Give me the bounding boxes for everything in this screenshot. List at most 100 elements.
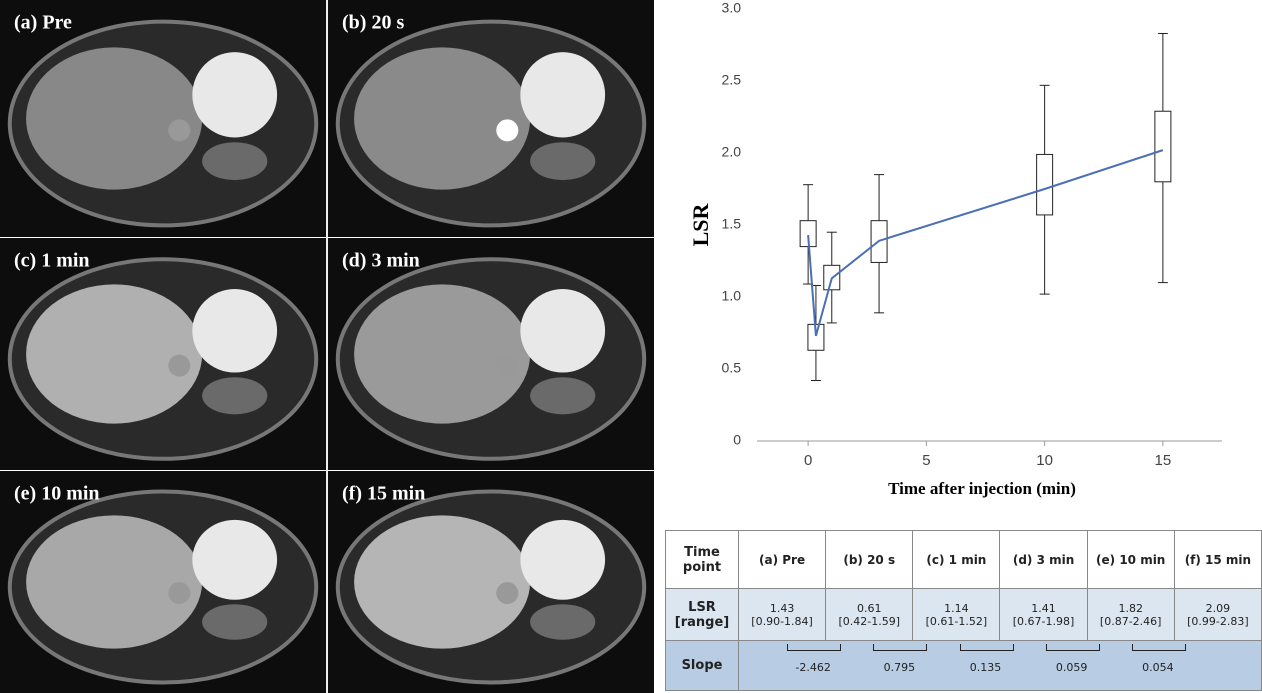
slope-cell: -2.462 0.795 0.135 0.059 0.054 <box>739 641 1262 691</box>
lsr-cell: 0.61[0.42-1.59] <box>826 589 913 641</box>
spleen <box>530 142 595 180</box>
aorta <box>168 119 190 141</box>
liver <box>26 284 202 423</box>
header-cell: (b) 20 s <box>826 531 913 589</box>
aorta <box>496 119 518 141</box>
slope-value: 0.054 <box>1128 661 1188 674</box>
liver <box>26 515 202 648</box>
header-text: (f) 15 min <box>1185 553 1251 567</box>
x-tick-label: 0 <box>804 452 812 469</box>
lsr-range: [0.87-2.46] <box>1090 615 1172 628</box>
header-text: (c) 1 min <box>926 553 986 567</box>
lsr-row: LSR [range]1.43[0.90-1.84]0.61[0.42-1.59… <box>666 589 1262 641</box>
y-tick-label: 0.5 <box>722 360 742 376</box>
lsr-value: 0.61 <box>828 602 910 615</box>
header-text: (b) 20 s <box>843 553 895 567</box>
slope-value: -2.462 <box>783 661 843 674</box>
lsr-range: [0.61-1.52] <box>915 615 997 628</box>
lsr-value: 1.41 <box>1002 602 1084 615</box>
header-text: Time point <box>672 545 732 575</box>
spleen <box>202 604 267 640</box>
y-tick-label: 0 <box>733 432 741 448</box>
brace <box>1132 644 1186 651</box>
lsr-range: [0.90-1.84] <box>741 615 823 628</box>
panel-label: (b) 20 s <box>342 12 404 34</box>
slope-value: 0.059 <box>1042 661 1102 674</box>
brace <box>787 644 841 651</box>
aorta <box>168 582 190 604</box>
mri-panel: (a) Pre <box>0 0 326 237</box>
x-tick-label: 5 <box>922 452 930 469</box>
lsr-value: 1.82 <box>1090 602 1172 615</box>
box <box>1037 154 1053 214</box>
results-table: Time point (a) Pre (b) 20 s (c) 1 min (d) 3 … <box>665 530 1262 691</box>
x-axis-label: Time after injection (min) <box>888 479 1076 498</box>
slope-row: Slope -2.462 0.795 0.135 0.059 0.054 <box>666 641 1262 691</box>
panel-label: (e) 10 min <box>14 483 100 505</box>
trend-line <box>808 150 1163 336</box>
y-tick-label: 1.0 <box>722 288 742 304</box>
lsr-range: [0.67-1.98] <box>1002 615 1084 628</box>
stomach <box>192 289 277 373</box>
lsr-value: 1.43 <box>741 602 823 615</box>
header-cell: (c) 1 min <box>913 531 1000 589</box>
brace <box>1046 644 1100 651</box>
header-cell: (e) 10 min <box>1087 531 1174 589</box>
stomach <box>192 52 277 137</box>
x-tick-label: 10 <box>1036 452 1053 469</box>
label-cell: LSR [range] <box>666 589 739 641</box>
aorta <box>496 355 518 377</box>
panel-label: (c) 1 min <box>14 250 90 272</box>
y-tick-label: 3.0 <box>722 0 742 16</box>
panel-label: (a) Pre <box>14 12 72 34</box>
y-tick-label: 2.5 <box>722 72 742 88</box>
brace <box>960 644 1014 651</box>
lsr-cell: 1.14[0.61-1.52] <box>913 589 1000 641</box>
stomach <box>192 520 277 600</box>
lsr-cell: 1.41[0.67-1.98] <box>1000 589 1087 641</box>
row-label: LSR [range] <box>672 600 732 630</box>
header-text: (a) Pre <box>759 553 805 567</box>
liver <box>26 47 202 189</box>
lsr-range: [0.99-2.83] <box>1177 615 1259 628</box>
header-text: (e) 10 min <box>1096 553 1165 567</box>
slope-value: 0.795 <box>869 661 929 674</box>
mri-panel: (e) 10 min <box>0 471 326 693</box>
lsr-cell: 1.43[0.90-1.84] <box>739 589 826 641</box>
lsr-cell: 1.82[0.87-2.46] <box>1087 589 1174 641</box>
header-text: (d) 3 min <box>1013 553 1074 567</box>
header-cell: Time point <box>666 531 739 589</box>
x-tick-label: 15 <box>1155 452 1172 469</box>
stomach <box>520 52 605 137</box>
y-axis-label: LSR <box>688 202 713 246</box>
lsr-cell: 2.09[0.99-2.83] <box>1174 589 1261 641</box>
mri-panel: (c) 1 min <box>0 238 326 470</box>
spleen <box>530 604 595 640</box>
stomach <box>520 289 605 373</box>
box <box>1155 111 1171 182</box>
brace <box>873 644 927 651</box>
spleen <box>530 377 595 414</box>
label-cell: Slope <box>666 641 739 691</box>
liver <box>354 284 530 423</box>
mri-panel: (d) 3 min <box>328 238 654 470</box>
panel-label: (f) 15 min <box>342 483 425 505</box>
spleen <box>202 142 267 180</box>
spleen <box>202 377 267 414</box>
mri-panel: (f) 15 min <box>328 471 654 693</box>
y-tick-label: 2.0 <box>722 144 742 160</box>
aorta <box>168 355 190 377</box>
page: {"images": [{"label": "(a) Pre"}, {"labe… <box>0 0 1262 693</box>
slope-value: 0.135 <box>956 661 1016 674</box>
stomach <box>520 520 605 600</box>
header-cell: (d) 3 min <box>1000 531 1087 589</box>
lsr-value: 2.09 <box>1177 602 1259 615</box>
header-cell: (f) 15 min <box>1174 531 1261 589</box>
liver <box>354 515 530 648</box>
header-row: Time point (a) Pre (b) 20 s (c) 1 min (d) 3 … <box>666 531 1262 589</box>
y-tick-label: 1.5 <box>722 216 742 232</box>
lsr-range: [0.42-1.59] <box>828 615 910 628</box>
lsr-value: 1.14 <box>915 602 997 615</box>
row-label: Slope <box>672 658 732 673</box>
panel-label: (d) 3 min <box>342 250 420 272</box>
